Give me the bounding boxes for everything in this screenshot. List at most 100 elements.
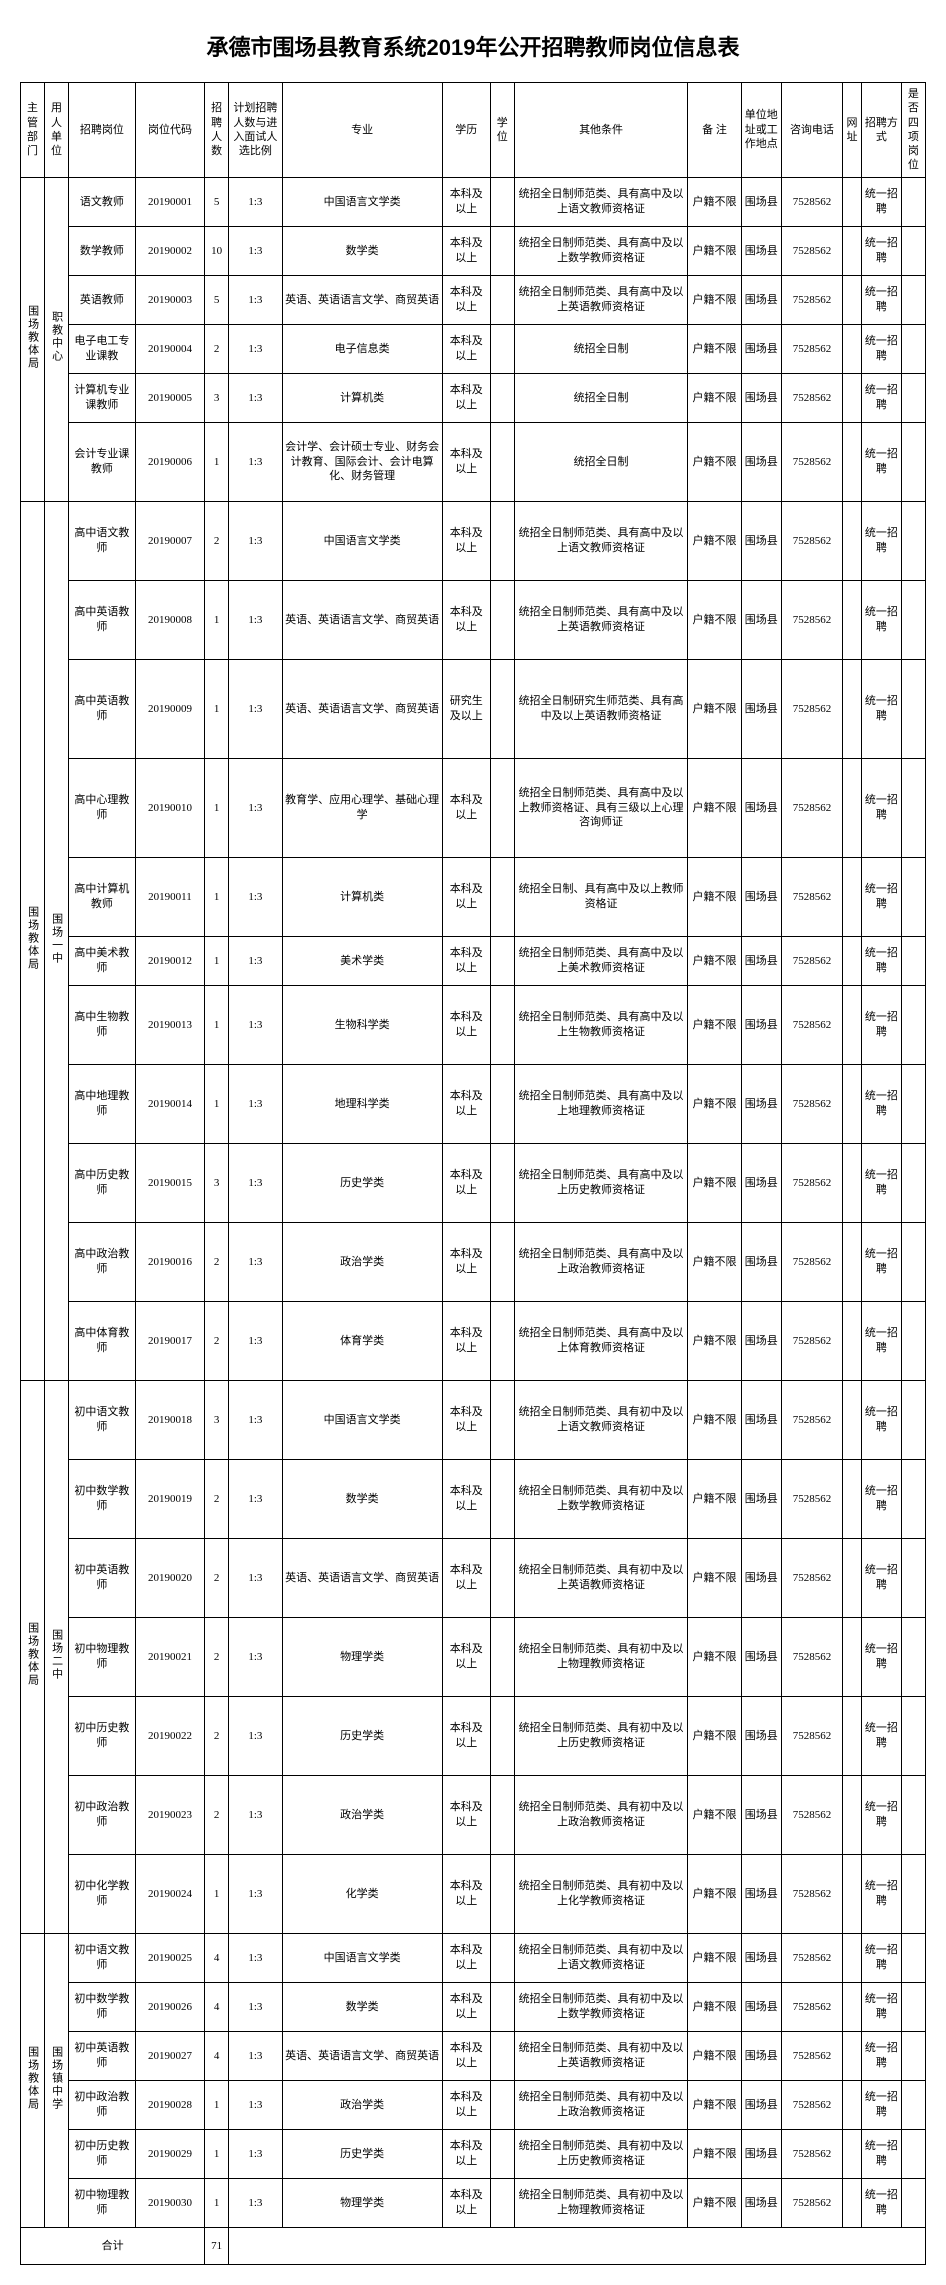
url-cell [843, 580, 862, 659]
four-cell [901, 1933, 925, 1982]
num-cell: 2 [205, 1222, 229, 1301]
url-cell [843, 2178, 862, 2227]
edu-cell: 本科及以上 [442, 2178, 490, 2227]
loc-cell: 围场县 [741, 2080, 781, 2129]
four-cell [901, 936, 925, 985]
method-cell: 统一招聘 [861, 1775, 901, 1854]
major-cell: 中国语言文学类 [282, 177, 442, 226]
ratio-cell: 1:3 [229, 324, 282, 373]
ratio-cell: 1:3 [229, 1222, 282, 1301]
pos-cell: 高中体育教师 [69, 1301, 136, 1380]
pos-cell: 高中计算机教师 [69, 857, 136, 936]
other-cell: 统招全日制师范类、具有初中及以上语文教师资格证 [514, 1933, 688, 1982]
method-cell: 统一招聘 [861, 1982, 901, 2031]
remark-cell: 户籍不限 [688, 324, 741, 373]
tel-cell: 7528562 [781, 1380, 842, 1459]
table-row: 初中政治教师2019002321:3政治学类本科及以上统招全日制师范类、具有初中… [21, 1775, 926, 1854]
code-cell: 20190022 [135, 1696, 204, 1775]
other-cell: 统招全日制师范类、具有初中及以上政治教师资格证 [514, 2080, 688, 2129]
url-cell [843, 422, 862, 501]
tel-cell: 7528562 [781, 985, 842, 1064]
url-cell [843, 275, 862, 324]
major-cell: 政治学类 [282, 1222, 442, 1301]
edu-cell: 本科及以上 [442, 580, 490, 659]
major-cell: 美术学类 [282, 936, 442, 985]
h-num: 招聘人数 [205, 83, 229, 178]
degree-cell [490, 324, 514, 373]
num-cell: 1 [205, 857, 229, 936]
remark-cell: 户籍不限 [688, 1854, 741, 1933]
pos-cell: 电子电工专业课教 [69, 324, 136, 373]
h-degree: 学位 [490, 83, 514, 178]
code-cell: 20190010 [135, 758, 204, 857]
num-cell: 2 [205, 1696, 229, 1775]
tel-cell: 7528562 [781, 659, 842, 758]
method-cell: 统一招聘 [861, 1064, 901, 1143]
ratio-cell: 1:3 [229, 2129, 282, 2178]
code-cell: 20190029 [135, 2129, 204, 2178]
positions-table: 主管部门 用人单位 招聘岗位 岗位代码 招聘人数 计划招聘人数与进入面试人选比例… [20, 82, 926, 2265]
edu-cell: 本科及以上 [442, 177, 490, 226]
four-cell [901, 985, 925, 1064]
table-row: 初中化学教师2019002411:3化学类本科及以上统招全日制师范类、具有初中及… [21, 1854, 926, 1933]
table-row: 会计专业课教师2019000611:3会计学、会计硕士专业、财务会计教育、国际会… [21, 422, 926, 501]
table-row: 计算机专业课教师2019000531:3计算机类本科及以上统招全日制户籍不限围场… [21, 373, 926, 422]
edu-cell: 本科及以上 [442, 1459, 490, 1538]
method-cell: 统一招聘 [861, 1301, 901, 1380]
code-cell: 20190027 [135, 2031, 204, 2080]
edu-cell: 本科及以上 [442, 1696, 490, 1775]
four-cell [901, 2031, 925, 2080]
num-cell: 3 [205, 373, 229, 422]
tel-cell: 7528562 [781, 1222, 842, 1301]
code-cell: 20190025 [135, 1933, 204, 1982]
url-cell [843, 324, 862, 373]
table-row: 数学教师20190002101:3数学类本科及以上统招全日制师范类、具有高中及以… [21, 226, 926, 275]
pos-cell: 初中政治教师 [69, 1775, 136, 1854]
url-cell [843, 1696, 862, 1775]
major-cell: 英语、英语语言文学、商贸英语 [282, 1538, 442, 1617]
pos-cell: 高中地理教师 [69, 1064, 136, 1143]
pos-cell: 高中美术教师 [69, 936, 136, 985]
dept-cell: 围场教体局 [21, 501, 45, 1380]
url-cell [843, 985, 862, 1064]
other-cell: 统招全日制师范类、具有初中及以上政治教师资格证 [514, 1775, 688, 1854]
loc-cell: 围场县 [741, 177, 781, 226]
pos-cell: 初中历史教师 [69, 1696, 136, 1775]
table-row: 高中政治教师2019001621:3政治学类本科及以上统招全日制师范类、具有高中… [21, 1222, 926, 1301]
table-row: 围场教体局围场一中高中语文教师2019000721:3中国语言文学类本科及以上统… [21, 501, 926, 580]
num-cell: 1 [205, 1854, 229, 1933]
four-cell [901, 1222, 925, 1301]
h-tel: 咨询电话 [781, 83, 842, 178]
ratio-cell: 1:3 [229, 422, 282, 501]
table-row: 初中物理教师2019003011:3物理学类本科及以上统招全日制师范类、具有初中… [21, 2178, 926, 2227]
code-cell: 20190003 [135, 275, 204, 324]
edu-cell: 本科及以上 [442, 1854, 490, 1933]
major-cell: 物理学类 [282, 1617, 442, 1696]
degree-cell [490, 2129, 514, 2178]
remark-cell: 户籍不限 [688, 1775, 741, 1854]
major-cell: 中国语言文学类 [282, 1933, 442, 1982]
code-cell: 20190008 [135, 580, 204, 659]
h-loc: 单位地址或工作地点 [741, 83, 781, 178]
other-cell: 统招全日制师范类、具有高中及以上历史教师资格证 [514, 1143, 688, 1222]
edu-cell: 本科及以上 [442, 324, 490, 373]
tel-cell: 7528562 [781, 177, 842, 226]
major-cell: 历史学类 [282, 1696, 442, 1775]
method-cell: 统一招聘 [861, 1854, 901, 1933]
ratio-cell: 1:3 [229, 373, 282, 422]
tel-cell: 7528562 [781, 1617, 842, 1696]
ratio-cell: 1:3 [229, 1064, 282, 1143]
url-cell [843, 2080, 862, 2129]
four-cell [901, 659, 925, 758]
remark-cell: 户籍不限 [688, 422, 741, 501]
other-cell: 统招全日制研究生师范类、具有高中及以上英语教师资格证 [514, 659, 688, 758]
edu-cell: 本科及以上 [442, 1933, 490, 1982]
code-cell: 20190017 [135, 1301, 204, 1380]
num-cell: 1 [205, 2178, 229, 2227]
total-num: 71 [205, 2227, 229, 2264]
remark-cell: 户籍不限 [688, 659, 741, 758]
tel-cell: 7528562 [781, 2129, 842, 2178]
tel-cell: 7528562 [781, 1933, 842, 1982]
code-cell: 20190011 [135, 857, 204, 936]
other-cell: 统招全日制师范类、具有高中及以上数学教师资格证 [514, 226, 688, 275]
